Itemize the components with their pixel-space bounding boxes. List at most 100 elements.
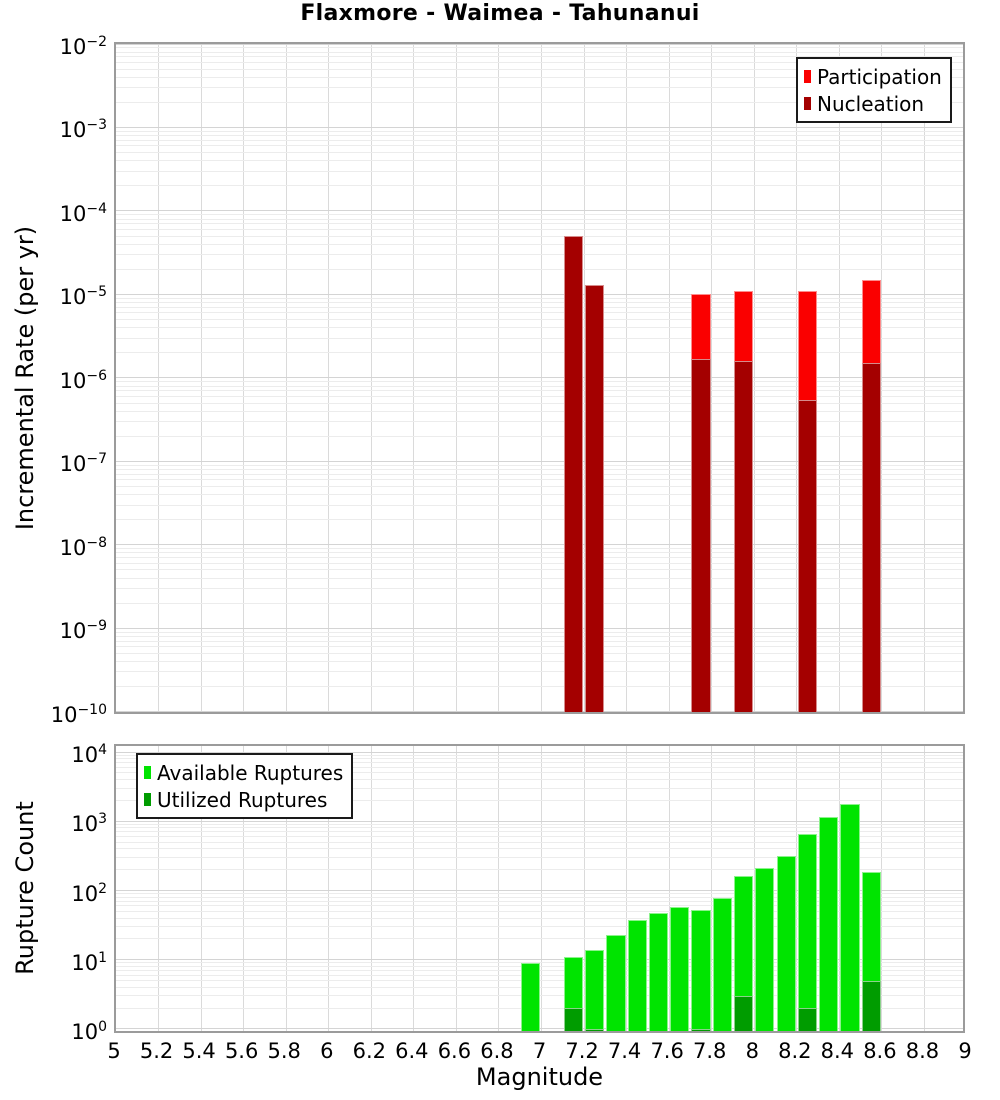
gridline-vertical bbox=[370, 746, 372, 1031]
gridline-minor bbox=[116, 905, 963, 907]
gridline-minor bbox=[116, 671, 963, 673]
gridline-minor bbox=[116, 486, 963, 488]
count-legend: Available Ruptures Utilized Ruptures bbox=[136, 753, 354, 819]
gridline-minor bbox=[116, 421, 963, 423]
y-tick-label: 10−7 bbox=[59, 451, 107, 477]
gridline-vertical bbox=[243, 746, 245, 1031]
bar-available-ruptures-m8.2 bbox=[797, 833, 817, 1031]
y-tick-label: 10−3 bbox=[59, 117, 107, 143]
rupture-count-plot-area bbox=[116, 746, 963, 1031]
gridline-minor bbox=[116, 435, 963, 437]
rate-legend: Participation Nucleation bbox=[796, 57, 952, 123]
gridline-minor bbox=[116, 312, 963, 314]
gridline-major bbox=[116, 377, 963, 379]
gridline-major bbox=[116, 820, 963, 822]
gridline-minor bbox=[116, 562, 963, 564]
gridline-minor bbox=[116, 766, 963, 768]
y-tick-label: 10−6 bbox=[59, 367, 107, 393]
gridline-minor bbox=[116, 926, 963, 928]
x-tick-label: 9 bbox=[958, 1039, 972, 1063]
y-tick-label: 10−4 bbox=[59, 200, 107, 226]
gridline-minor bbox=[116, 87, 963, 89]
legend-entry-nucleation: Nucleation bbox=[804, 90, 942, 117]
gridline-vertical bbox=[753, 746, 755, 1031]
gridline-minor bbox=[116, 170, 963, 172]
gridline-minor bbox=[116, 758, 963, 760]
bar-available-ruptures-m7.8 bbox=[712, 898, 732, 1031]
gridline-minor bbox=[116, 235, 963, 237]
gridline-minor bbox=[116, 327, 963, 329]
gridline-minor bbox=[116, 848, 963, 850]
y-tick-label: 102 bbox=[71, 880, 107, 906]
gridline-minor bbox=[116, 145, 963, 147]
gridline-minor bbox=[116, 841, 963, 843]
gridline-major bbox=[116, 460, 963, 462]
gridline-minor bbox=[116, 787, 963, 789]
bar-nucleation-m8.2 bbox=[797, 399, 817, 712]
gridline-minor bbox=[116, 243, 963, 245]
legend-label-available-ruptures: Available Ruptures bbox=[157, 760, 344, 785]
gridline-minor bbox=[116, 254, 963, 256]
gridline-minor bbox=[116, 101, 963, 103]
bar-available-ruptures-m7.7 bbox=[691, 910, 711, 1031]
participation-swatch-icon bbox=[804, 70, 811, 83]
bar-available-ruptures-m7.3 bbox=[606, 934, 626, 1031]
gridline-major bbox=[116, 711, 963, 712]
gridline-minor bbox=[116, 228, 963, 230]
gridline-minor bbox=[116, 646, 963, 648]
utilized-ruptures-swatch-icon bbox=[144, 793, 151, 806]
gridline-minor bbox=[116, 297, 963, 299]
bar-available-ruptures-m8.3 bbox=[819, 817, 839, 1031]
gridline-minor bbox=[116, 218, 963, 220]
gridline-minor bbox=[116, 160, 963, 162]
figure-title: Flaxmore - Waimea - Tahunanui bbox=[300, 1, 700, 26]
gridline-minor bbox=[116, 385, 963, 387]
y-tick-label: 10−10 bbox=[50, 701, 107, 727]
gridline-minor bbox=[116, 635, 963, 637]
gridline-minor bbox=[116, 139, 963, 141]
gridline-minor bbox=[116, 836, 963, 838]
bar-nucleation-m8.5 bbox=[861, 363, 881, 712]
bar-available-ruptures-m7.9 bbox=[734, 876, 754, 1031]
gridline-minor bbox=[116, 799, 963, 801]
gridline-minor bbox=[116, 352, 963, 354]
available-ruptures-swatch-icon bbox=[144, 766, 151, 779]
legend-label-utilized-ruptures: Utilized Ruptures bbox=[157, 787, 328, 812]
gridline-minor bbox=[116, 896, 963, 898]
x-tick-label: 8 bbox=[745, 1039, 759, 1063]
gridline-minor bbox=[116, 893, 963, 895]
bar-utilized-ruptures-m7.7 bbox=[691, 1028, 711, 1031]
bar-available-ruptures-m7.2 bbox=[585, 949, 605, 1031]
bar-available-ruptures-m7.5 bbox=[648, 913, 669, 1031]
gridline-minor bbox=[116, 468, 963, 470]
gridline-vertical bbox=[455, 746, 457, 1031]
bar-available-ruptures-m8 bbox=[755, 868, 775, 1031]
y-tick-label: 100 bbox=[71, 1018, 107, 1044]
gridline-minor bbox=[116, 223, 963, 225]
gridline-minor bbox=[116, 823, 963, 825]
x-tick-label: 8.4 bbox=[820, 1039, 855, 1063]
legend-label-participation: Participation bbox=[817, 64, 942, 89]
gridline-minor bbox=[116, 831, 963, 833]
bar-utilized-ruptures-m8.2 bbox=[797, 1008, 817, 1031]
gridline-major bbox=[116, 44, 963, 45]
gridline-vertical bbox=[583, 746, 585, 1031]
y-tick-label: 103 bbox=[71, 811, 107, 837]
gridline-minor bbox=[116, 130, 963, 132]
gridline-minor bbox=[116, 152, 963, 154]
gridline-minor bbox=[116, 135, 963, 137]
legend-entry-utilized-ruptures: Utilized Ruptures bbox=[144, 786, 343, 813]
gridline-vertical bbox=[923, 746, 925, 1031]
gridline-minor bbox=[116, 56, 963, 58]
bar-utilized-ruptures-m8.5 bbox=[861, 980, 881, 1031]
gridline-minor bbox=[116, 754, 963, 756]
x-tick-label: 5.8 bbox=[267, 1039, 301, 1063]
y-tick-label: 101 bbox=[71, 949, 107, 975]
gridline-minor bbox=[116, 504, 963, 506]
x-tick-label: 6.6 bbox=[437, 1039, 472, 1063]
x-tick-label: 7.6 bbox=[650, 1039, 684, 1063]
x-tick-label: 5.6 bbox=[224, 1039, 259, 1063]
x-tick-label: 5 bbox=[107, 1039, 121, 1063]
gridline-minor bbox=[116, 395, 963, 397]
gridline-minor bbox=[116, 577, 963, 579]
